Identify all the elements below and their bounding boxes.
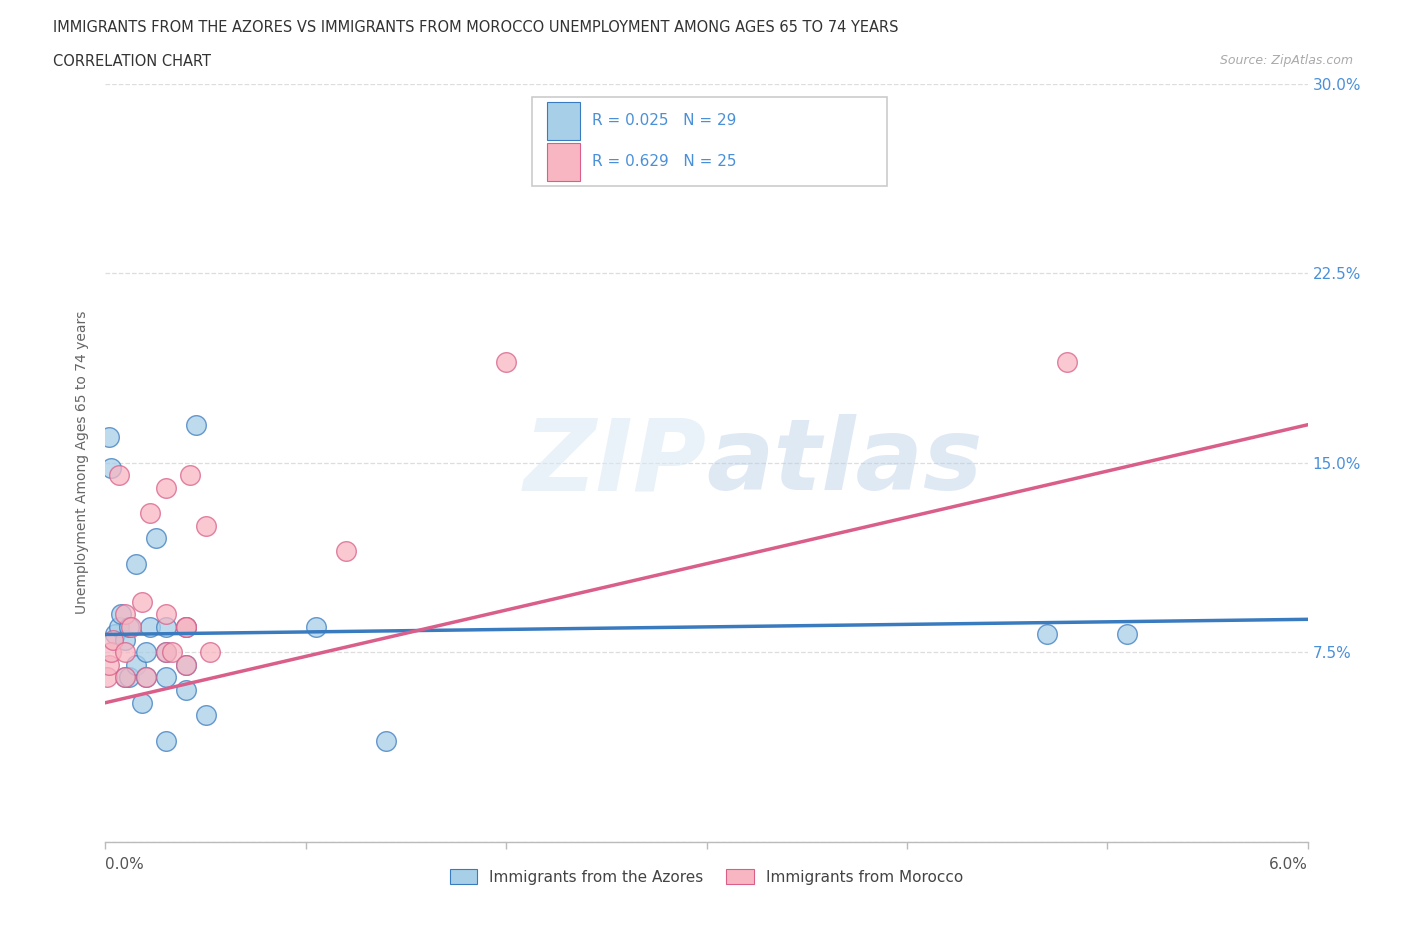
Point — [160, 644, 183, 659]
Point — [124, 658, 146, 672]
Point — [305, 619, 328, 634]
Text: 0.0%: 0.0% — [105, 857, 145, 871]
Text: Source: ZipAtlas.com: Source: ZipAtlas.com — [1219, 54, 1353, 67]
Point — [121, 619, 143, 634]
Text: 6.0%: 6.0% — [1268, 857, 1308, 871]
Point — [103, 632, 125, 647]
Point — [114, 632, 136, 647]
Point — [114, 607, 136, 622]
Text: R = 0.629   N = 25: R = 0.629 N = 25 — [592, 154, 737, 169]
Point — [155, 670, 177, 684]
Point — [98, 658, 121, 672]
FancyBboxPatch shape — [533, 97, 887, 186]
Point — [114, 644, 136, 659]
Point — [1116, 627, 1139, 642]
FancyBboxPatch shape — [547, 143, 581, 180]
Point — [138, 506, 160, 521]
Point — [145, 531, 167, 546]
Point — [131, 594, 153, 609]
Point — [174, 619, 197, 634]
Y-axis label: Unemployment Among Ages 65 to 74 years: Unemployment Among Ages 65 to 74 years — [76, 311, 90, 615]
Point — [155, 481, 177, 496]
Point — [174, 658, 197, 672]
Text: R = 0.025   N = 29: R = 0.025 N = 29 — [592, 113, 737, 128]
Text: CORRELATION CHART: CORRELATION CHART — [53, 54, 211, 69]
Point — [174, 619, 197, 634]
Point — [104, 627, 127, 642]
Point — [1056, 354, 1078, 369]
Text: atlas: atlas — [707, 414, 983, 512]
Point — [184, 418, 207, 432]
Point — [131, 696, 153, 711]
Point — [155, 619, 177, 634]
Point — [135, 644, 157, 659]
Point — [118, 619, 141, 634]
Point — [155, 733, 177, 748]
Point — [374, 733, 398, 748]
Point — [98, 430, 121, 445]
Point — [335, 544, 357, 559]
Point — [198, 644, 221, 659]
Point — [174, 658, 197, 672]
Point — [174, 619, 197, 634]
FancyBboxPatch shape — [547, 101, 581, 140]
Point — [108, 468, 131, 483]
Text: IMMIGRANTS FROM THE AZORES VS IMMIGRANTS FROM MOROCCO UNEMPLOYMENT AMONG AGES 65: IMMIGRANTS FROM THE AZORES VS IMMIGRANTS… — [53, 20, 898, 35]
Point — [155, 644, 177, 659]
Point — [118, 670, 141, 684]
Point — [1036, 627, 1059, 642]
Point — [124, 556, 146, 571]
Point — [114, 670, 136, 684]
Point — [100, 460, 122, 475]
Point — [174, 683, 197, 698]
Legend: Immigrants from the Azores, Immigrants from Morocco: Immigrants from the Azores, Immigrants f… — [443, 863, 970, 891]
Point — [100, 644, 122, 659]
Point — [138, 619, 160, 634]
Point — [135, 670, 157, 684]
Point — [194, 708, 217, 723]
Point — [194, 518, 217, 533]
Point — [114, 670, 136, 684]
Point — [179, 468, 201, 483]
Text: ZIP: ZIP — [523, 414, 707, 512]
Point — [108, 619, 131, 634]
Point — [155, 644, 177, 659]
Point — [110, 607, 132, 622]
Point — [135, 670, 157, 684]
Point — [96, 670, 118, 684]
Point — [155, 607, 177, 622]
Point — [495, 354, 517, 369]
